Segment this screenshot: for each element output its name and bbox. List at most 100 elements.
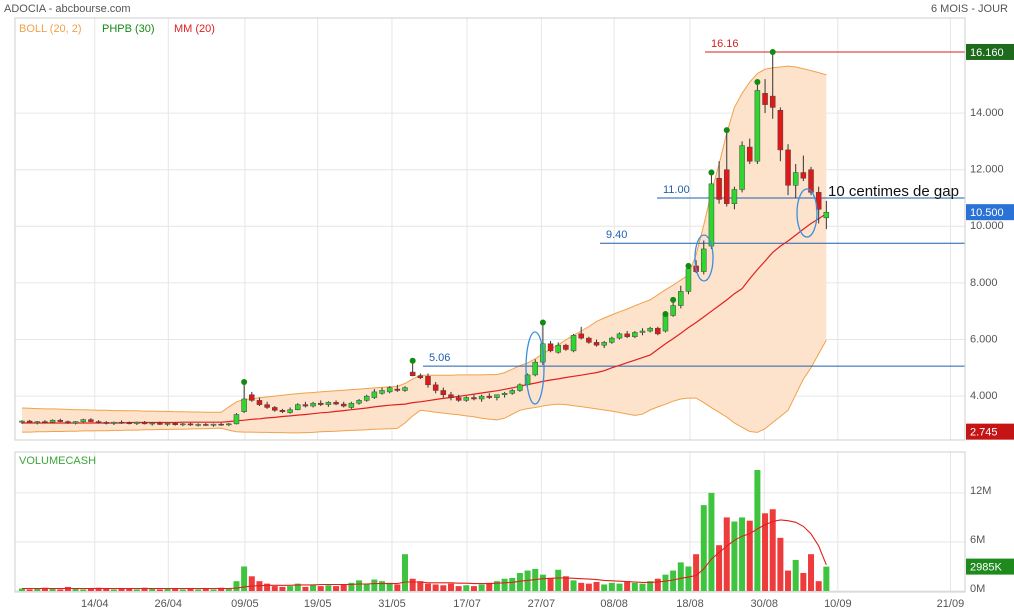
x-tick-label: 14/04 [81, 598, 109, 610]
candle-body [295, 404, 301, 410]
x-tick-label: 09/05 [231, 598, 259, 610]
candle-body [463, 397, 470, 401]
volume-bar [172, 588, 179, 591]
volume-bar [225, 588, 232, 591]
phpb-dot [539, 319, 546, 326]
volume-bar [409, 578, 416, 591]
volume-bar [746, 520, 753, 591]
candle-body [187, 423, 194, 426]
volume-bar [325, 585, 332, 591]
volume-bar [601, 584, 608, 591]
candle-body [118, 421, 125, 424]
volume-bar [516, 573, 523, 591]
candle-body [746, 146, 753, 162]
candle-body [34, 421, 41, 423]
value-tag-label: 10.500 [970, 207, 1004, 219]
volume-bar [126, 588, 133, 591]
candle-body [486, 395, 493, 398]
phpb-dot [769, 48, 776, 55]
volume-bar [547, 577, 554, 591]
chart-title: ADOCIA - abcbourse.com [4, 3, 131, 15]
candle-body [731, 189, 738, 204]
candle-body [471, 397, 477, 400]
y-tick-label: 12.000 [970, 164, 1004, 176]
chart-period: 6 MOIS - JOUR [931, 3, 1008, 15]
level-label: 9.40 [606, 229, 627, 241]
price-frame [14, 17, 966, 441]
candle-body [141, 421, 148, 425]
y-tick-label: 4.000 [970, 390, 998, 402]
candle-body [19, 420, 25, 423]
value-tag [966, 43, 1014, 60]
candle-body [272, 407, 278, 411]
candle-body [80, 419, 87, 422]
volume-bar [708, 492, 715, 591]
value-tag [966, 558, 1014, 575]
volume-bar [639, 583, 646, 591]
volume-bar [248, 576, 255, 591]
candle-body [65, 421, 71, 424]
phpb-dot [662, 311, 669, 318]
candle-body [164, 423, 171, 425]
volume-bar [769, 509, 776, 591]
phpb-dot [241, 378, 248, 385]
candle-body [578, 333, 584, 339]
volume-bar [302, 586, 309, 591]
volume-bar [394, 584, 401, 591]
volume-bar [616, 583, 623, 591]
volume-bar [792, 559, 799, 591]
y-tick-label: 6.000 [970, 333, 998, 345]
highlight-ellipse [694, 234, 714, 282]
candle-body [662, 315, 669, 332]
volume-bar [731, 521, 738, 591]
boll-lower [22, 339, 827, 434]
value-tag [966, 423, 1014, 440]
volume-bar [501, 578, 508, 591]
candle-body [494, 394, 500, 398]
candle-body [172, 423, 178, 425]
volume-bar [777, 537, 784, 591]
volume-bar [41, 587, 48, 591]
candle-body [739, 145, 745, 190]
volume-bar [26, 589, 33, 591]
volume-bar [340, 584, 347, 591]
volume-bar [264, 583, 271, 591]
volume-bar [279, 586, 286, 591]
annotation: 10 centimes de gap [828, 183, 959, 200]
volume-bar [34, 588, 41, 591]
candle-body [624, 333, 630, 337]
candle-body [639, 330, 646, 333]
volume-bar [785, 570, 792, 591]
x-tick-label: 30/08 [751, 598, 779, 610]
volume-bar [156, 589, 163, 591]
volume-bar [356, 580, 363, 591]
volume-bar [670, 570, 677, 591]
volume-bar [440, 585, 447, 591]
candle-body [532, 361, 538, 376]
candle-body [570, 335, 577, 352]
value-tag [966, 204, 1014, 221]
x-tick-label: 10/09 [824, 598, 852, 610]
candle-body [49, 419, 56, 423]
candle-body [325, 402, 332, 405]
volume-bar [371, 579, 378, 591]
candle-body [210, 423, 217, 426]
volume-bar [754, 469, 761, 591]
candle-body [823, 211, 830, 219]
volume-bar [348, 582, 355, 591]
y-tick-label: 10.000 [970, 220, 1004, 232]
candle-body [371, 391, 378, 398]
candle-body [754, 90, 761, 162]
candle-body [111, 421, 117, 424]
volume-bar [608, 582, 615, 591]
volume-bar [486, 582, 493, 591]
volume-bar [386, 582, 393, 591]
volume-bar [417, 581, 424, 591]
volume-bar [685, 566, 692, 591]
candle-body [26, 420, 33, 423]
volume-ma [22, 519, 827, 590]
candle-body [609, 337, 615, 343]
candle-body [448, 394, 454, 398]
candle-body [203, 424, 209, 426]
volume-bar [700, 505, 707, 591]
